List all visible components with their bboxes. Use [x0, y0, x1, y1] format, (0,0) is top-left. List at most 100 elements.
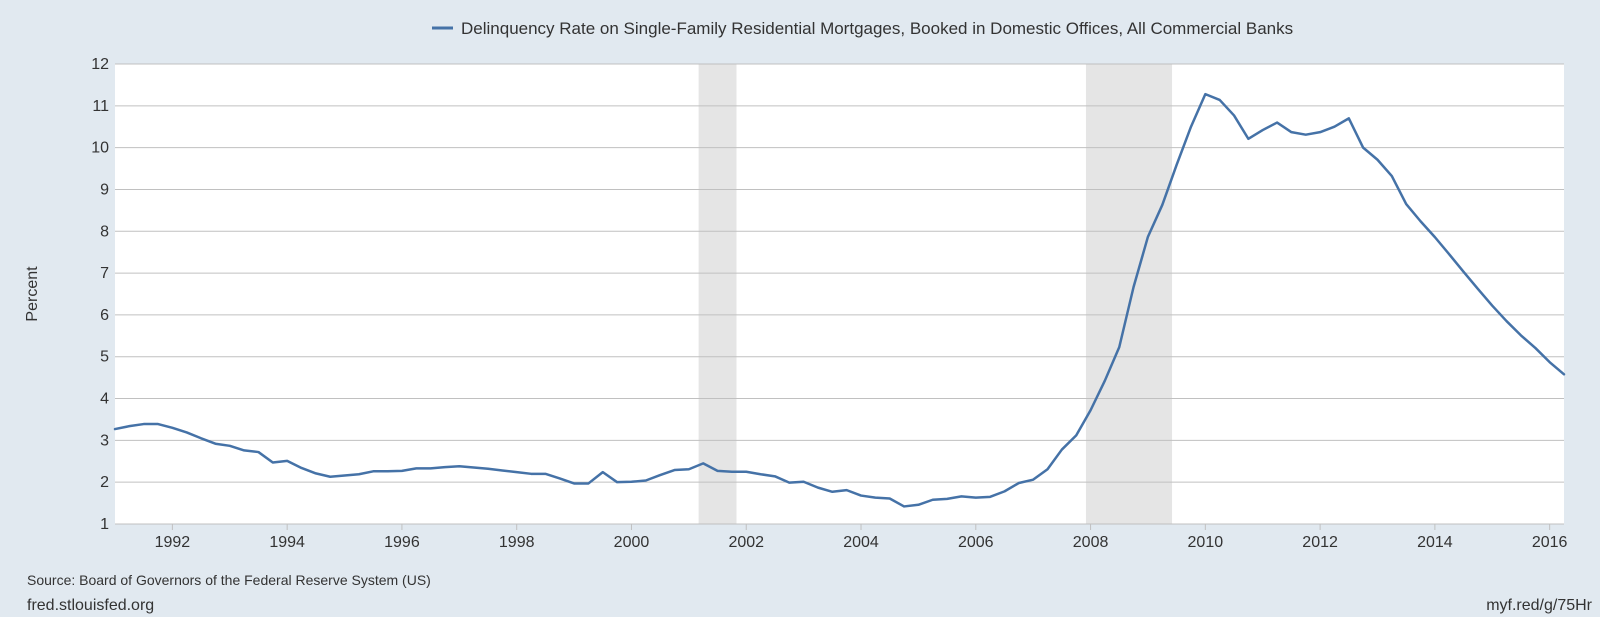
data-point[interactable] [1331, 124, 1337, 130]
data-point[interactable] [700, 460, 706, 466]
data-point[interactable] [1418, 218, 1424, 224]
data-point[interactable] [1159, 202, 1165, 208]
data-point[interactable] [1532, 345, 1538, 351]
data-point[interactable] [1231, 112, 1237, 118]
data-point[interactable] [1317, 129, 1323, 135]
data-point[interactable] [614, 479, 620, 485]
data-point[interactable] [1045, 466, 1051, 472]
data-point[interactable] [212, 441, 218, 447]
series-line-0[interactable] [113, 92, 1566, 508]
data-point[interactable] [1174, 162, 1180, 168]
data-point[interactable] [973, 495, 979, 501]
data-point[interactable] [1188, 124, 1194, 130]
data-point[interactable] [1346, 115, 1352, 121]
data-point[interactable] [299, 465, 305, 471]
data-point[interactable] [1030, 477, 1036, 483]
data-point[interactable] [1001, 488, 1007, 494]
data-point[interactable] [1504, 318, 1510, 324]
data-point[interactable] [356, 471, 362, 477]
data-point[interactable] [1274, 120, 1280, 126]
data-point[interactable] [1260, 127, 1266, 133]
data-point[interactable] [758, 471, 764, 477]
data-point[interactable] [844, 487, 850, 493]
data-point[interactable] [801, 479, 807, 485]
data-point[interactable] [342, 472, 348, 478]
data-point[interactable] [1446, 251, 1452, 257]
data-point[interactable] [1288, 129, 1294, 135]
data-point[interactable] [1518, 332, 1524, 338]
data-point[interactable] [514, 469, 520, 475]
data-point[interactable] [1461, 269, 1467, 275]
data-point[interactable] [628, 479, 634, 485]
data-point[interactable] [456, 463, 462, 469]
data-point[interactable] [255, 449, 261, 455]
data-point[interactable] [471, 465, 477, 471]
data-point[interactable] [858, 493, 864, 499]
data-point[interactable] [872, 495, 878, 501]
data-point[interactable] [571, 480, 577, 486]
data-point[interactable] [1489, 303, 1495, 309]
data-point[interactable] [370, 468, 376, 474]
data-point[interactable] [672, 467, 678, 473]
data-point[interactable] [428, 465, 434, 471]
data-point[interactable] [385, 468, 391, 474]
data-point[interactable] [930, 497, 936, 503]
data-point[interactable] [585, 480, 591, 486]
data-point[interactable] [772, 473, 778, 479]
data-point[interactable] [141, 421, 147, 427]
data-point[interactable] [155, 421, 161, 427]
data-point[interactable] [1432, 234, 1438, 240]
data-point[interactable] [901, 503, 907, 509]
data-point[interactable] [600, 469, 606, 475]
data-point[interactable] [399, 468, 405, 474]
data-point[interactable] [887, 495, 893, 501]
data-point[interactable] [1131, 284, 1137, 290]
data-point[interactable] [1145, 234, 1151, 240]
data-point[interactable] [915, 502, 921, 508]
data-point[interactable] [1389, 173, 1395, 179]
data-point[interactable] [987, 494, 993, 500]
data-point[interactable] [729, 469, 735, 475]
data-point[interactable] [499, 467, 505, 473]
data-point[interactable] [1116, 344, 1122, 350]
series-layer[interactable] [112, 91, 1567, 509]
data-point[interactable] [643, 478, 649, 484]
data-point[interactable] [1073, 432, 1079, 438]
data-point[interactable] [1547, 359, 1553, 365]
data-point[interactable] [815, 485, 821, 491]
data-point[interactable] [944, 496, 950, 502]
data-point[interactable] [241, 447, 247, 453]
data-point[interactable] [958, 493, 964, 499]
data-point[interactable] [270, 460, 276, 466]
data-point[interactable] [1088, 407, 1094, 413]
data-point[interactable] [284, 458, 290, 464]
data-point[interactable] [557, 475, 563, 481]
data-point[interactable] [829, 489, 835, 495]
data-point[interactable] [1561, 371, 1567, 377]
data-point[interactable] [227, 443, 233, 449]
data-point[interactable] [184, 429, 190, 435]
data-point[interactable] [1360, 145, 1366, 151]
data-point[interactable] [198, 435, 204, 441]
data-point[interactable] [786, 480, 792, 486]
data-point[interactable] [715, 468, 721, 474]
data-point[interactable] [169, 425, 175, 431]
data-point[interactable] [126, 423, 132, 429]
site-link[interactable]: fred.stlouisfed.org [27, 597, 154, 614]
data-point[interactable] [413, 465, 419, 471]
data-point[interactable] [657, 472, 663, 478]
data-point[interactable] [743, 469, 749, 475]
data-point[interactable] [1303, 132, 1309, 138]
short-link[interactable]: myf.red/g/75Hr [1486, 597, 1592, 614]
data-point[interactable] [112, 426, 118, 432]
data-point[interactable] [1016, 480, 1022, 486]
data-point[interactable] [327, 474, 333, 480]
data-point[interactable] [442, 464, 448, 470]
data-point[interactable] [542, 471, 548, 477]
data-point[interactable] [1245, 136, 1251, 142]
data-point[interactable] [1374, 157, 1380, 163]
legend[interactable]: Delinquency Rate on Single-Family Reside… [432, 19, 1293, 38]
data-point[interactable] [485, 466, 491, 472]
data-point[interactable] [686, 466, 692, 472]
data-point[interactable] [1475, 286, 1481, 292]
